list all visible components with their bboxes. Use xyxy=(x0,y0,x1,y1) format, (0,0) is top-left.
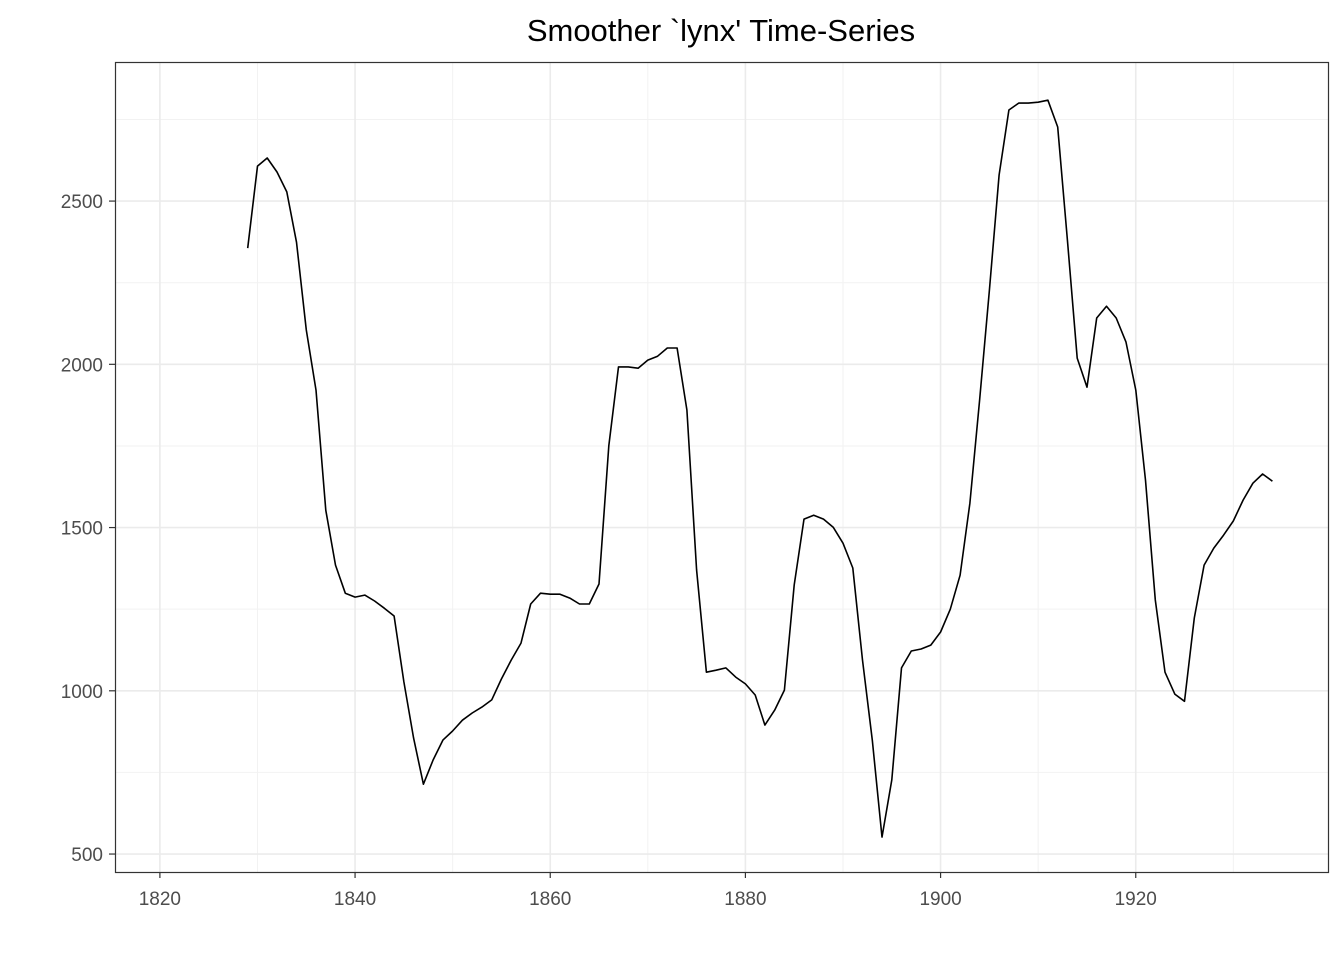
y-tick-label: 2500 xyxy=(61,192,103,213)
y-tick-label: 1000 xyxy=(61,682,103,703)
x-tick-label: 1900 xyxy=(919,889,961,910)
panel-border xyxy=(114,61,1330,874)
y-tick-label: 1500 xyxy=(61,519,103,540)
y-tick-label: 500 xyxy=(71,845,103,866)
x-tick-label: 1880 xyxy=(724,889,766,910)
x-tick-label: 1840 xyxy=(334,889,376,910)
x-tick-label: 1860 xyxy=(529,889,571,910)
y-tick-label: 2000 xyxy=(61,355,103,376)
y-axis: 500 1000 1500 2000 2500 xyxy=(61,192,115,866)
minor-gridlines xyxy=(115,62,1328,872)
series-line xyxy=(246,99,1273,838)
x-tick-label: 1920 xyxy=(1115,889,1157,910)
chart-title: Smoother `lynx' Time-Series xyxy=(527,13,915,48)
major-gridlines xyxy=(115,62,1328,872)
x-tick-label: 1820 xyxy=(139,889,181,910)
x-axis: 1820 1840 1860 1880 1900 1920 xyxy=(139,872,1157,910)
